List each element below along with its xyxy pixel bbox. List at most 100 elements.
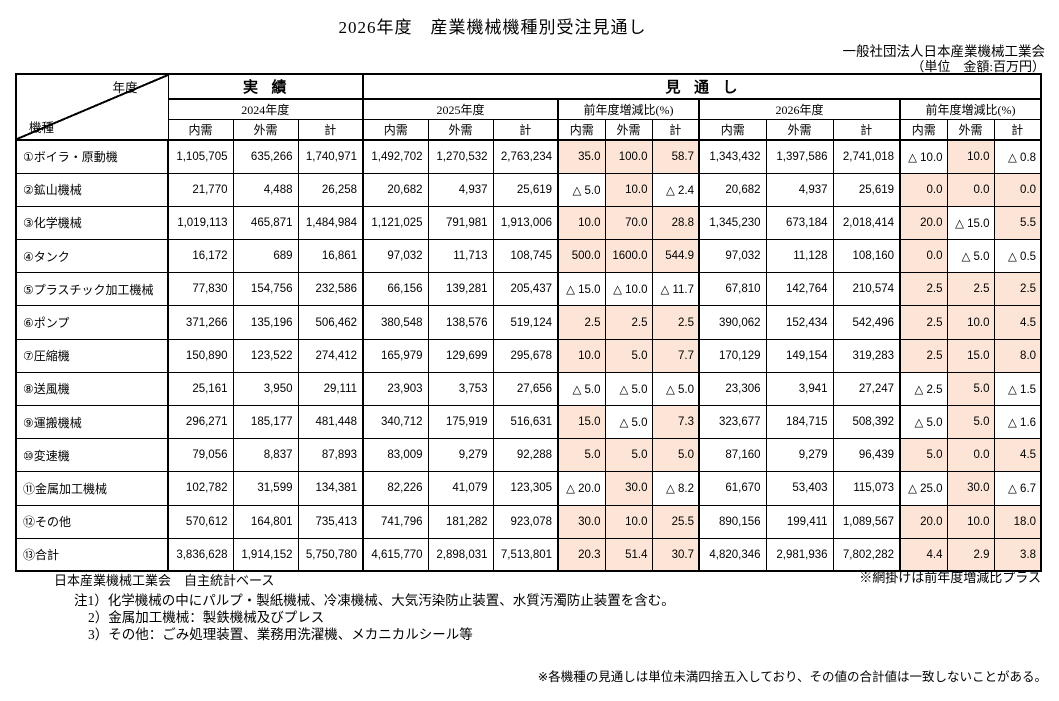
cell-yoy2026-total: △ 1.5 bbox=[993, 371, 1042, 407]
cell-fy2025-foreign: 175,919 bbox=[427, 404, 494, 440]
cell-fy2026-domestic: 87,160 bbox=[698, 438, 767, 473]
cell-fy2026-foreign: 2,981,936 bbox=[765, 537, 834, 572]
cell-fy2025-total: 516,631 bbox=[492, 404, 559, 440]
note-rounding: ※各機種の見通しは単位未満四捨五入しており、その値の合計値は一致しないことがある… bbox=[537, 670, 1047, 684]
cell-fy2025-total: 205,437 bbox=[492, 272, 559, 307]
cell-fy2025-total: 2,763,234 bbox=[492, 139, 559, 174]
cell-yoy2026-foreign: 2.9 bbox=[946, 537, 995, 572]
cell-fy2025-total: 1,913,006 bbox=[492, 205, 559, 241]
cell-yoy2026-foreign: 5.0 bbox=[946, 404, 995, 440]
organization-name: 一般社団法人日本産業機械工業会 bbox=[842, 44, 1046, 59]
header-fy2026: 2026年度 bbox=[698, 98, 901, 120]
cell-yoy2025-domestic: △ 15.0 bbox=[557, 272, 606, 307]
row-label: ②鉱山機械 bbox=[15, 172, 169, 207]
cell-fy2025-foreign: 4,937 bbox=[427, 172, 494, 207]
cell-yoy2025-domestic: △ 5.0 bbox=[557, 172, 606, 207]
header-forecast: 見通し bbox=[362, 73, 1042, 100]
cell-yoy2025-total: 58.7 bbox=[651, 139, 700, 174]
cell-fy2026-foreign: 199,411 bbox=[765, 504, 834, 539]
cell-fy2024-foreign: 635,266 bbox=[232, 139, 299, 174]
corner-label-machine: 機種 bbox=[29, 121, 55, 135]
cell-fy2026-total: 25,619 bbox=[832, 172, 901, 207]
cell-fy2026-total: 7,802,282 bbox=[832, 537, 901, 572]
cell-yoy2026-domestic: 20.0 bbox=[899, 205, 948, 241]
cell-fy2024-total: 274,412 bbox=[297, 338, 364, 373]
corner-cell: 年度 機種 bbox=[15, 73, 169, 141]
cell-yoy2026-domestic: 0.0 bbox=[899, 239, 948, 274]
cell-yoy2025-foreign: 10.0 bbox=[604, 172, 653, 207]
cell-fy2025-total: 27,656 bbox=[492, 371, 559, 407]
row-label: ⑫その他 bbox=[15, 504, 169, 539]
row-label: ⑤プラスチック加工機械 bbox=[15, 272, 169, 307]
cell-yoy2025-total: 7.3 bbox=[651, 404, 700, 440]
cell-fy2024-foreign: 1,914,152 bbox=[232, 537, 299, 572]
header-fy2024-foreign: 外需 bbox=[232, 119, 299, 141]
row-label: ⑪金属加工機械 bbox=[15, 471, 169, 506]
cell-yoy2026-foreign: 5.0 bbox=[946, 371, 995, 407]
cell-fy2026-domestic: 890,156 bbox=[698, 504, 767, 539]
header-row-subcolumns: 内需 外需 計 内需 外需 計 内需 外需 計 内需 外需 計 内需 外需 計 bbox=[16, 119, 1042, 141]
cell-yoy2025-total: 25.5 bbox=[651, 504, 700, 539]
cell-fy2026-total: 108,160 bbox=[832, 239, 901, 274]
cell-yoy2025-total: △ 11.7 bbox=[651, 272, 700, 307]
cell-yoy2026-foreign: 2.5 bbox=[946, 272, 995, 307]
cell-yoy2025-domestic: 35.0 bbox=[557, 139, 606, 174]
cell-yoy2025-total: 7.7 bbox=[651, 338, 700, 373]
cell-fy2026-total: 2,741,018 bbox=[832, 139, 901, 174]
cell-yoy2026-foreign: △ 5.0 bbox=[946, 239, 995, 274]
cell-fy2026-total: 96,439 bbox=[832, 438, 901, 473]
cell-yoy2026-foreign: △ 15.0 bbox=[946, 205, 995, 241]
cell-fy2025-foreign: 3,753 bbox=[427, 371, 494, 407]
cell-fy2026-foreign: 149,154 bbox=[765, 338, 834, 373]
cell-yoy2025-foreign: 5.0 bbox=[604, 338, 653, 373]
table-row: ⑨運搬機械 296,271 185,177 481,448 340,712 175,919… bbox=[15, 404, 1042, 440]
cell-fy2024-domestic: 102,782 bbox=[167, 471, 234, 506]
cell-yoy2026-total: △ 1.6 bbox=[993, 404, 1042, 440]
cell-fy2026-foreign: 184,715 bbox=[765, 404, 834, 440]
note-3: 3）その他：ごみ処理装置、業務用洗濯機、メカニカルシール等 bbox=[88, 627, 473, 642]
cell-fy2026-foreign: 53,403 bbox=[765, 471, 834, 506]
cell-fy2026-foreign: 673,184 bbox=[765, 205, 834, 241]
table-row: ⑩変速機 79,056 8,837 87,893 83,009 9,279 92,288 5.… bbox=[15, 438, 1042, 473]
cell-fy2026-total: 319,283 bbox=[832, 338, 901, 373]
cell-fy2026-foreign: 1,397,586 bbox=[765, 139, 834, 174]
cell-fy2024-foreign: 3,950 bbox=[232, 371, 299, 407]
cell-fy2024-foreign: 123,522 bbox=[232, 338, 299, 373]
cell-yoy2026-total: △ 0.5 bbox=[993, 239, 1042, 274]
note-2: 2）金属加工機械：製鉄機械及びプレス bbox=[88, 610, 325, 625]
header-fy2025-domestic: 内需 bbox=[362, 119, 429, 141]
cell-fy2025-domestic: 4,615,770 bbox=[362, 537, 429, 572]
table-row: ⑫その他 570,612 164,801 735,413 741,796 181,282 9… bbox=[15, 504, 1042, 539]
cell-fy2026-total: 210,574 bbox=[832, 272, 901, 307]
cell-fy2026-domestic: 4,820,346 bbox=[698, 537, 767, 572]
cell-fy2024-domestic: 150,890 bbox=[167, 338, 234, 373]
cell-fy2024-total: 1,740,971 bbox=[297, 139, 364, 174]
cell-fy2026-domestic: 97,032 bbox=[698, 239, 767, 274]
cell-fy2025-total: 108,745 bbox=[492, 239, 559, 274]
cell-fy2024-domestic: 21,770 bbox=[167, 172, 234, 207]
page-title: 2026年度 産業機械機種別受注見通し bbox=[338, 18, 647, 37]
cell-fy2024-total: 26,258 bbox=[297, 172, 364, 207]
cell-fy2024-foreign: 185,177 bbox=[232, 404, 299, 440]
cell-fy2025-domestic: 20,682 bbox=[362, 172, 429, 207]
header-yoy2026-total: 計 bbox=[993, 119, 1042, 141]
cell-yoy2026-domestic: △ 5.0 bbox=[899, 404, 948, 440]
cell-yoy2026-total: △ 6.7 bbox=[993, 471, 1042, 506]
cell-fy2026-total: 542,496 bbox=[832, 305, 901, 340]
cell-yoy2025-total: 30.7 bbox=[651, 537, 700, 572]
cell-fy2025-foreign: 139,281 bbox=[427, 272, 494, 307]
table-row: ⑤プラスチック加工機械 77,830 154,756 232,586 66,156 139… bbox=[15, 272, 1042, 307]
cell-fy2024-total: 16,861 bbox=[297, 239, 364, 274]
row-label: ①ボイラ・原動機 bbox=[15, 139, 169, 174]
cell-fy2024-total: 232,586 bbox=[297, 272, 364, 307]
cell-fy2026-total: 115,073 bbox=[832, 471, 901, 506]
cell-fy2025-domestic: 83,009 bbox=[362, 438, 429, 473]
table-row: ⑥ポンプ 371,266 135,196 506,462 380,548 138,576 5… bbox=[15, 305, 1042, 340]
cell-yoy2025-total: 544.9 bbox=[651, 239, 700, 274]
cell-yoy2026-foreign: 0.0 bbox=[946, 172, 995, 207]
row-label: ⑧送風機 bbox=[15, 371, 169, 407]
cell-fy2024-domestic: 1,105,705 bbox=[167, 139, 234, 174]
cell-fy2024-foreign: 689 bbox=[232, 239, 299, 274]
cell-fy2025-total: 123,305 bbox=[492, 471, 559, 506]
cell-yoy2025-total: 5.0 bbox=[651, 438, 700, 473]
